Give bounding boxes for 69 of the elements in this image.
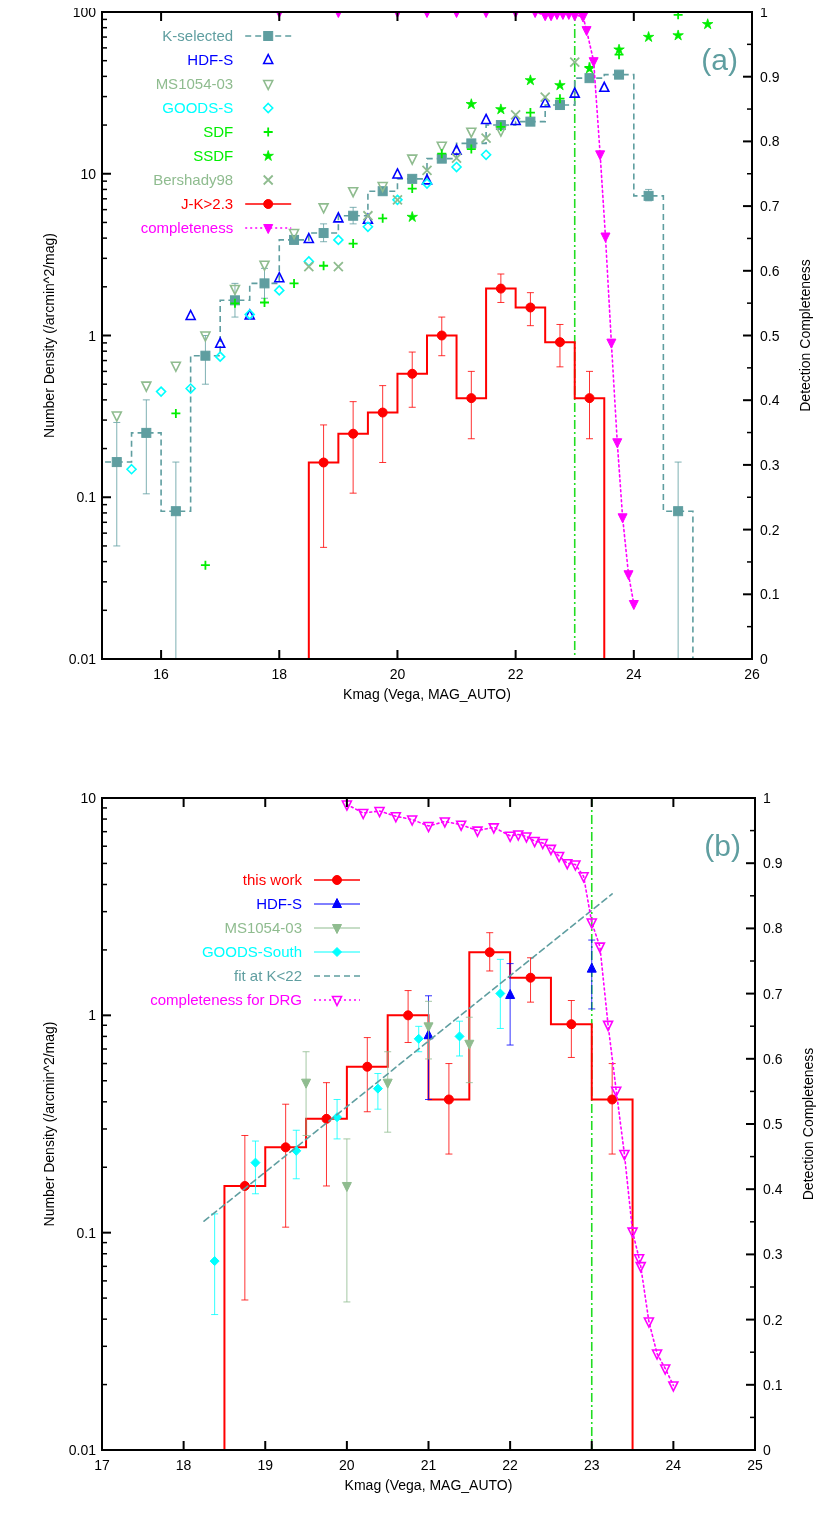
y2-tick-label: 0.3: [763, 1246, 783, 1263]
y-tick-label: 0.1: [76, 489, 97, 506]
legend-label: SDF: [203, 123, 234, 140]
y-tick-label: 10: [80, 790, 97, 806]
y2-tick-label: 0.1: [763, 1376, 783, 1393]
legend-label: completeness: [140, 219, 234, 236]
y2-tick-label: 0.9: [760, 68, 780, 85]
y2-tick-label: 0.3: [760, 456, 780, 473]
y2-tick-label: 0.4: [760, 392, 780, 409]
x-tick-label: 21: [420, 1457, 437, 1473]
y2-tick-label: 0.2: [760, 521, 780, 538]
y2-tick-label: 1: [763, 790, 771, 806]
x-tick-label: 20: [339, 1457, 355, 1473]
y2-tick-label: 0.7: [763, 985, 783, 1002]
y2-axis-title: Detection Completeness: [797, 259, 813, 412]
x-axis-title: Kmag (Vega, MAG_AUTO): [344, 1477, 513, 1493]
y-axis-title: Number Density (/arcmin^2/mag): [41, 233, 57, 438]
y-axis-title: Number Density (/arcmin^2/mag): [41, 1021, 57, 1227]
legend-label: GOODS-South: [201, 943, 302, 960]
y2-tick-label: 0.5: [763, 1116, 783, 1132]
legend-label: Bershady98: [153, 171, 234, 188]
legend-label: fit at K<22: [234, 967, 302, 984]
y2-tick-label: 0.1: [760, 586, 780, 603]
x-tick-label: 18: [175, 1457, 192, 1473]
y-tick-label: 0.01: [68, 1442, 97, 1458]
legend-label: MS1054-03: [224, 919, 302, 936]
x-tick-label: 20: [389, 666, 406, 682]
legend-label: completeness for DRG: [150, 991, 302, 1008]
x-tick-label: 22: [507, 666, 524, 682]
legend-label: MS1054-03: [155, 75, 234, 92]
x-tick-label: 22: [502, 1457, 519, 1473]
y2-tick-label: 0: [763, 1442, 771, 1458]
x-tick-label: 25: [747, 1457, 763, 1473]
y2-tick-label: 1: [760, 4, 768, 20]
y-tick-label: 0.1: [76, 1224, 97, 1241]
y2-tick-label: 0.6: [763, 1050, 783, 1067]
y2-axis-title: Detection Completeness: [800, 1047, 816, 1201]
y2-tick-label: 0.7: [760, 198, 780, 215]
x-tick-label: 24: [626, 666, 642, 682]
y2-tick-label: 0.4: [763, 1181, 783, 1198]
y2-tick-label: 0.2: [763, 1311, 783, 1328]
y2-tick-label: 0.9: [763, 855, 783, 872]
x-tick-label: 19: [257, 1457, 274, 1473]
y2-tick-label: 0.5: [760, 327, 780, 344]
y2-tick-label: 0: [760, 651, 768, 667]
x-axis-title: Kmag (Vega, MAG_AUTO): [343, 686, 511, 702]
y2-tick-label: 0.8: [763, 920, 783, 937]
y-tick-label: 1: [88, 327, 97, 344]
y-tick-label: 100: [72, 4, 97, 20]
legend-label: HDF-S: [256, 895, 302, 912]
text: (a): [701, 43, 738, 76]
x-tick-label: 23: [583, 1457, 600, 1473]
x-tick-label: 24: [665, 1457, 682, 1473]
y-tick-label: 0.01: [68, 651, 97, 667]
y2-tick-label: 0.6: [760, 262, 780, 279]
legend-label: HDF-S: [187, 51, 234, 68]
legend-label: J-K>2.3: [181, 195, 234, 212]
x-tick-label: 17: [94, 1457, 110, 1473]
x-tick-label: 16: [153, 666, 170, 682]
legend-label: K-selected: [162, 27, 234, 44]
y2-tick-label: 0.8: [760, 133, 780, 150]
y-tick-label: 10: [80, 165, 97, 182]
legend-label: GOODS-S: [162, 99, 234, 116]
x-tick-label: 18: [271, 666, 288, 682]
x-tick-label: 26: [744, 666, 760, 682]
legend-label: this work: [242, 871, 303, 888]
text: (b): [704, 829, 741, 862]
y-tick-label: 1: [88, 1007, 97, 1024]
legend-label: SSDF: [193, 147, 234, 164]
